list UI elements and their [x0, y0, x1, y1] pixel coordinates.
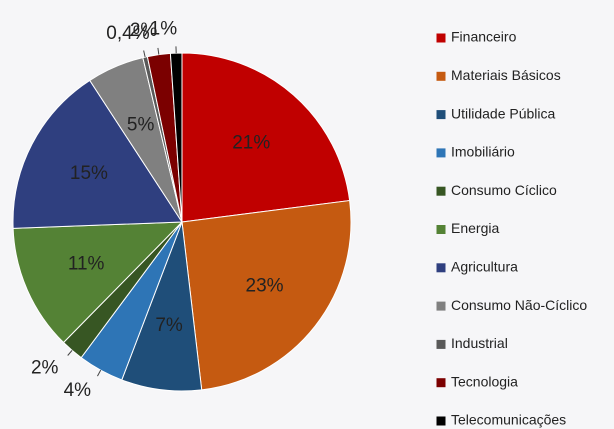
legend-swatch [436, 71, 446, 81]
pie-slice [169, 52, 183, 223]
legend-label: Utilidade Pública [451, 105, 555, 121]
pie-slice [181, 52, 351, 223]
legend-swatch [436, 148, 446, 158]
legend-swatch [436, 33, 446, 43]
legend-label: Imobiliário [451, 144, 515, 160]
legend-label: Energia [451, 220, 499, 236]
legend-label: Industrial [451, 335, 508, 351]
legend-label: Telecomunicações [451, 412, 566, 428]
data-label: 2% [31, 357, 59, 378]
legend-label: Consumo Cíclico [451, 182, 557, 198]
legend-swatch [436, 263, 446, 273]
leader-line [143, 50, 146, 58]
data-label: 2% [130, 20, 158, 41]
data-label: 4% [64, 380, 92, 401]
pie-slice [12, 79, 183, 229]
legend-swatch [436, 378, 446, 388]
legend-label: Financeiro [451, 29, 517, 45]
legend-swatch [436, 110, 446, 120]
data-label: 5% [127, 115, 155, 136]
data-label: 0,4% [106, 23, 149, 44]
pie-slice [12, 221, 184, 344]
legend-swatch [436, 301, 446, 311]
legend-label: Consumo Não-Cíclico [451, 297, 587, 313]
leader-line [97, 369, 102, 377]
data-label: 23% [246, 276, 284, 297]
data-label: 21% [232, 132, 270, 153]
legend-label: Tecnologia [451, 373, 518, 389]
leader-line [67, 350, 73, 356]
data-label: 15% [70, 163, 108, 184]
legend-swatch [436, 186, 446, 196]
legend-swatch [436, 225, 446, 234]
data-label: 1% [150, 18, 178, 39]
data-label: 11% [68, 253, 105, 274]
legend-label: Materiais Básicos [451, 67, 561, 83]
legend-label: Agricultura [451, 259, 518, 275]
pie-slice [181, 200, 352, 391]
leader-line [157, 47, 160, 55]
data-label: 7% [155, 315, 183, 336]
legend-swatch [436, 339, 446, 349]
legend-swatch [436, 416, 446, 426]
